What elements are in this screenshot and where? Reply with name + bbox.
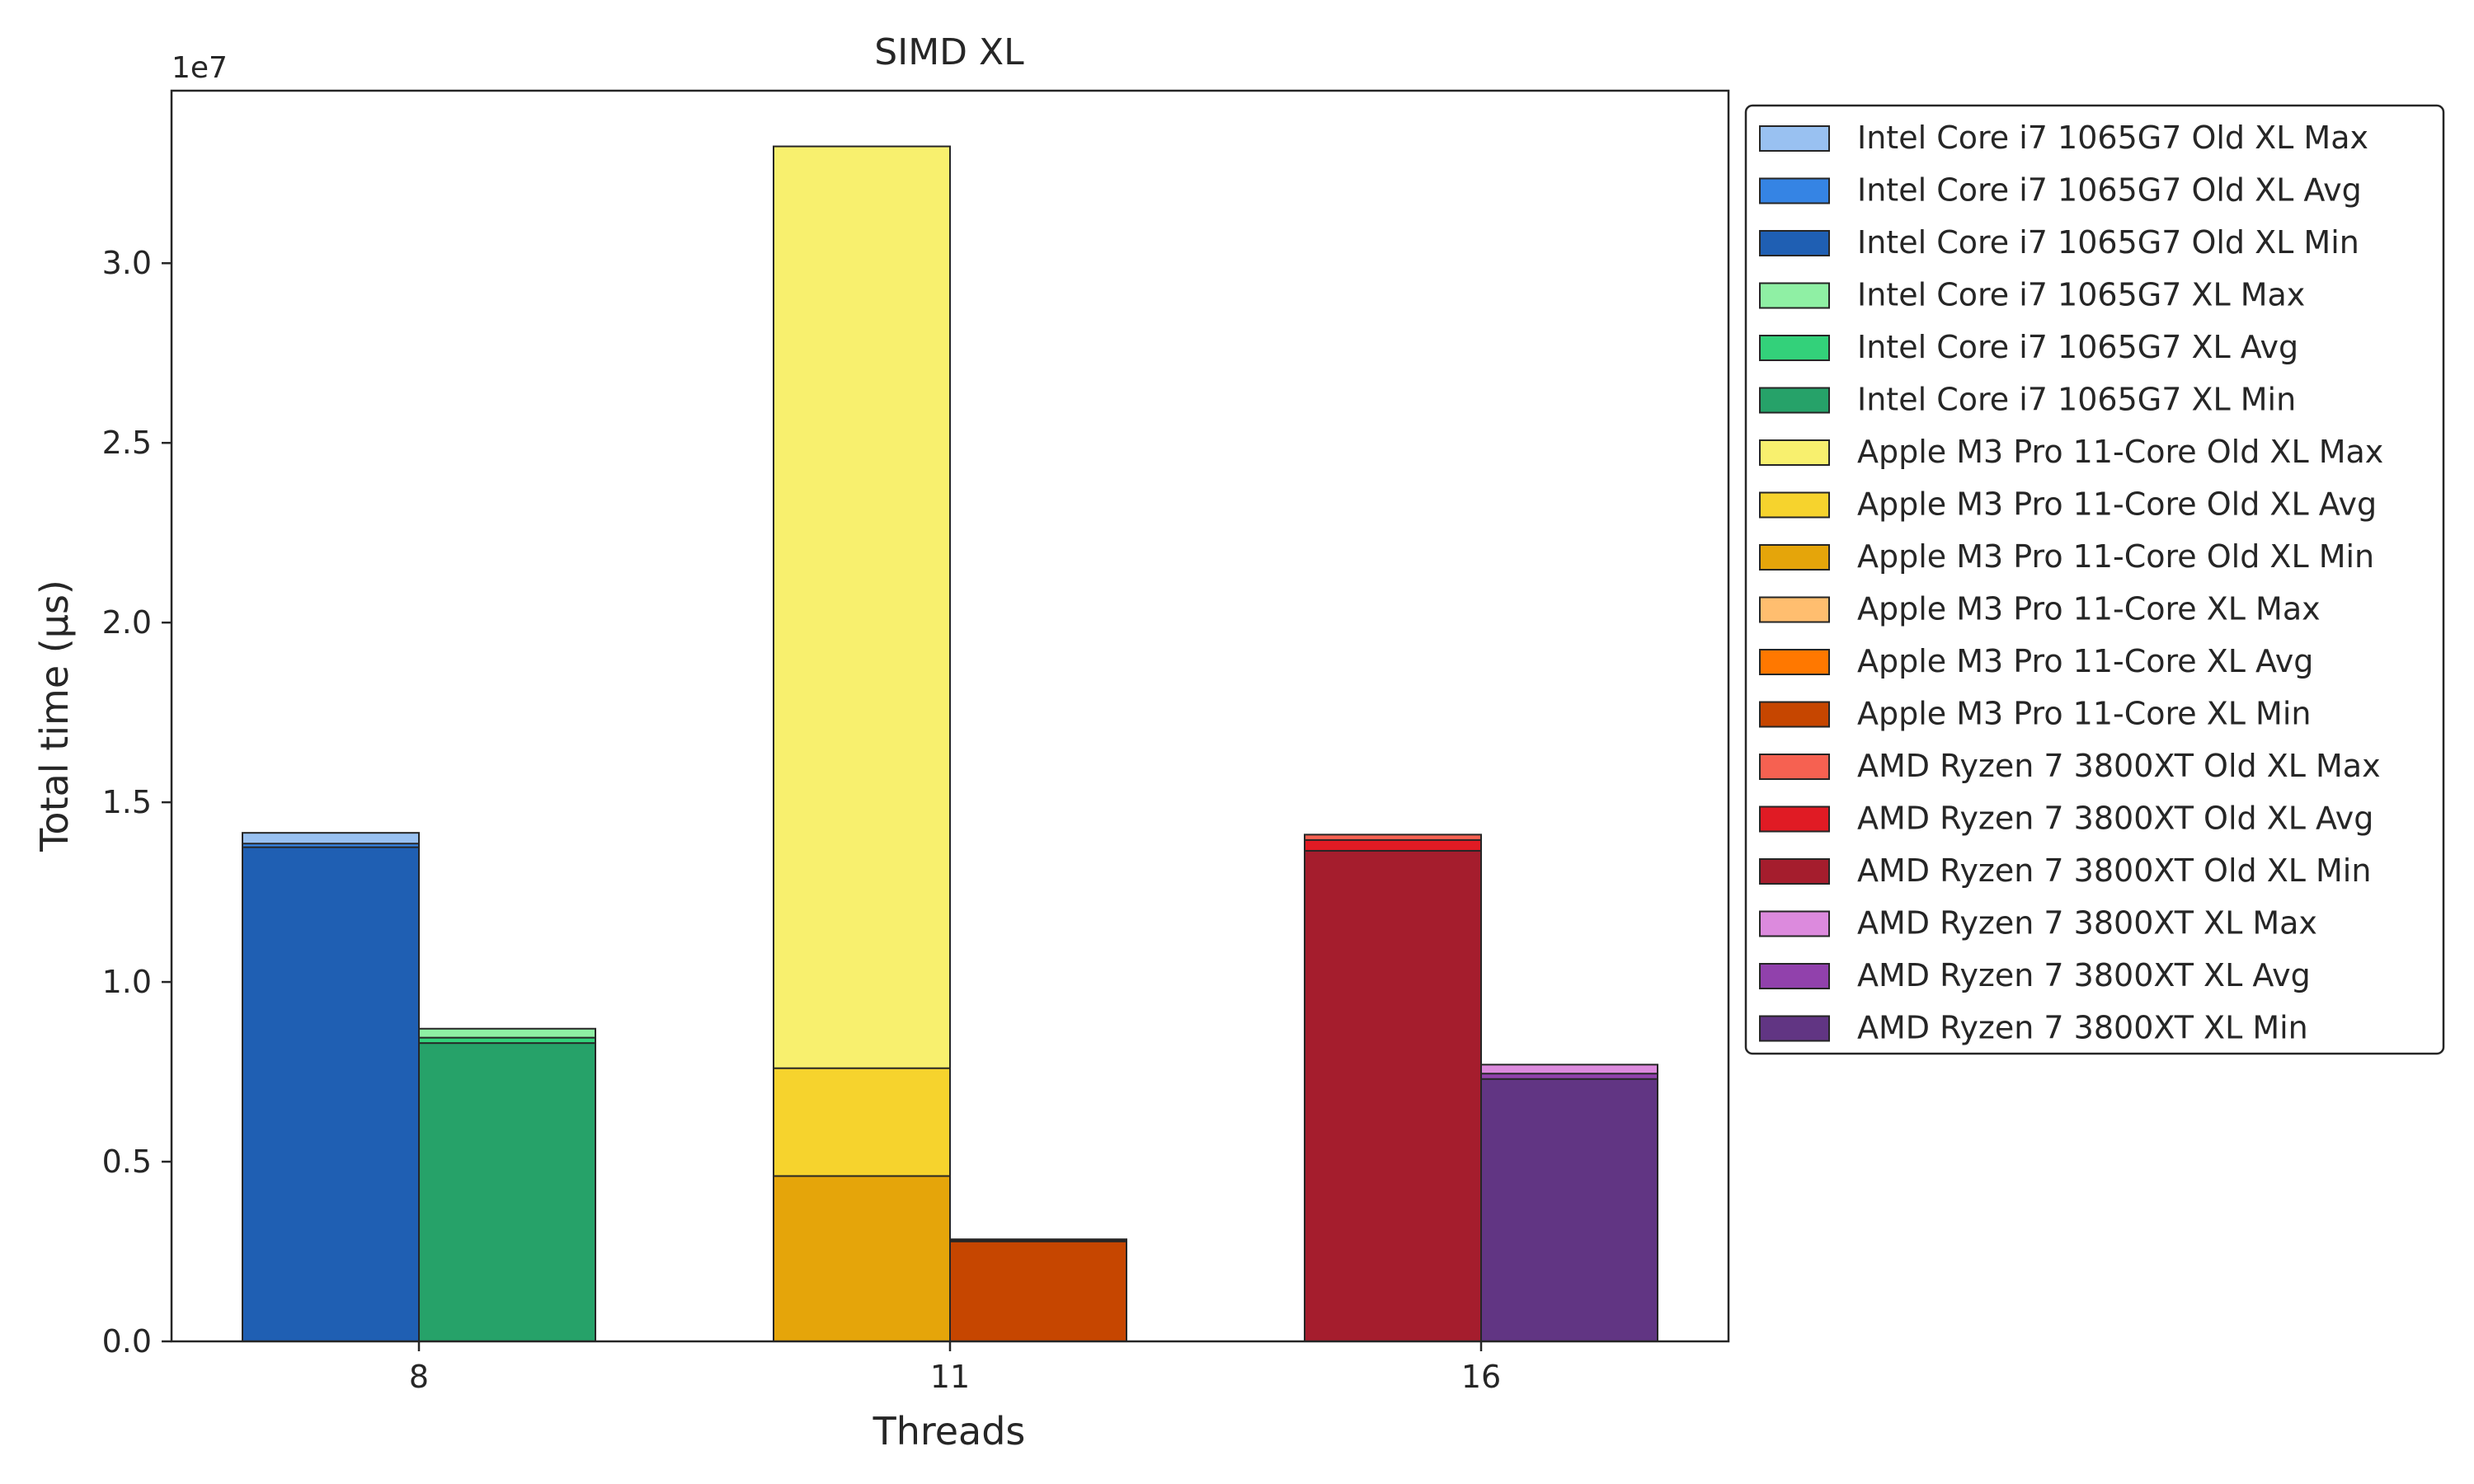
legend-item: Intel Core i7 1065G7 Old XL Max <box>1759 120 2368 156</box>
legend-swatch <box>1759 177 1830 204</box>
legend-label: Apple M3 Pro 11-Core Old XL Avg <box>1857 486 2377 523</box>
legend-label: Intel Core i7 1065G7 Old XL Min <box>1857 224 2359 261</box>
legend-swatch <box>1759 282 1830 309</box>
legend-item: Apple M3 Pro 11-Core Old XL Avg <box>1759 486 2377 523</box>
legend-item: AMD Ryzen 7 3800XT Old XL Min <box>1759 852 2371 889</box>
legend-label: Apple M3 Pro 11-Core XL Max <box>1857 591 2321 627</box>
x-tick-label: 8 <box>409 1359 429 1395</box>
legend-frame <box>1744 104 2445 1055</box>
legend-label: Apple M3 Pro 11-Core Old XL Min <box>1857 538 2374 575</box>
legend-label: AMD Ryzen 7 3800XT XL Avg <box>1857 957 2311 993</box>
legend-swatch <box>1759 805 1830 833</box>
legend-label: AMD Ryzen 7 3800XT XL Max <box>1857 905 2317 942</box>
x-tick-label: 11 <box>930 1359 970 1395</box>
y-tick-label: 2.5 <box>102 425 152 461</box>
legend-label: Apple M3 Pro 11-Core XL Avg <box>1857 643 2313 679</box>
legend-label: Intel Core i7 1065G7 XL Max <box>1857 277 2305 313</box>
bar-apple-m3-pro-11-core-old-xl-min-threads-11 <box>773 1175 951 1343</box>
bar-apple-m3-pro-11-core-xl-min-threads-11 <box>949 1240 1127 1342</box>
legend-swatch <box>1759 387 1830 414</box>
legend-item: Intel Core i7 1065G7 Old XL Avg <box>1759 172 2362 209</box>
legend-item: Apple M3 Pro 11-Core XL Avg <box>1759 643 2313 679</box>
x-axis-label: Threads <box>872 1409 1026 1453</box>
y-tick-label: 1.5 <box>102 784 152 820</box>
y-axis-scale-label: 1e7 <box>172 51 228 85</box>
legend-swatch <box>1759 754 1830 780</box>
y-tick-label: 3.0 <box>102 245 152 281</box>
legend-swatch <box>1759 125 1830 152</box>
legend-label: AMD Ryzen 7 3800XT Old XL Max <box>1857 748 2381 784</box>
legend-label: Intel Core i7 1065G7 Old XL Max <box>1857 120 2368 156</box>
legend-label: Intel Core i7 1065G7 XL Min <box>1857 382 2296 418</box>
y-tick-label: 1.0 <box>102 964 152 1000</box>
legend-item: Apple M3 Pro 11-Core XL Min <box>1759 696 2311 732</box>
legend-item: AMD Ryzen 7 3800XT XL Max <box>1759 905 2317 942</box>
x-axis-ticks: 8 11 16 <box>409 1341 1501 1395</box>
legend-item: Apple M3 Pro 11-Core Old XL Min <box>1759 538 2374 575</box>
legend-label: Intel Core i7 1065G7 Old XL Avg <box>1857 172 2362 209</box>
y-axis-ticks: 0.0 0.5 1.0 1.5 2.0 2.5 3.0 <box>102 245 172 1360</box>
legend-item: AMD Ryzen 7 3800XT XL Min <box>1759 1010 2308 1046</box>
legend-label: Intel Core i7 1065G7 XL Avg <box>1857 329 2298 365</box>
legend-label: AMD Ryzen 7 3800XT Old XL Avg <box>1857 801 2373 837</box>
legend-label: Apple M3 Pro 11-Core Old XL Max <box>1857 434 2383 470</box>
legend: Intel Core i7 1065G7 Old XL Max Intel Cor… <box>1744 104 2445 1055</box>
legend-swatch <box>1759 701 1830 728</box>
legend-item: AMD Ryzen 7 3800XT Old XL Avg <box>1759 801 2373 837</box>
legend-swatch <box>1759 491 1830 519</box>
legend-items: Intel Core i7 1065G7 Old XL Max Intel Cor… <box>1759 120 2383 1046</box>
legend-item: Apple M3 Pro 11-Core XL Max <box>1759 591 2321 627</box>
legend-swatch <box>1759 544 1830 571</box>
legend-swatch <box>1759 1015 1830 1042</box>
y-axis-label: Total time (µs) <box>32 580 77 852</box>
legend-label: AMD Ryzen 7 3800XT XL Min <box>1857 1010 2308 1046</box>
legend-swatch <box>1759 910 1830 937</box>
bar-amd-ryzen-7-3800xt-xl-min-threads-16 <box>1480 1078 1658 1342</box>
legend-swatch <box>1759 963 1830 989</box>
x-tick-label: 16 <box>1461 1359 1501 1395</box>
legend-item: Intel Core i7 1065G7 XL Avg <box>1759 329 2298 365</box>
legend-swatch <box>1759 649 1830 675</box>
legend-swatch <box>1759 858 1830 885</box>
legend-label: AMD Ryzen 7 3800XT Old XL Min <box>1857 852 2371 889</box>
bar-intel-core-i7-1065g7-xl-min-threads-8 <box>418 1042 596 1342</box>
y-tick-label: 0.5 <box>102 1144 152 1180</box>
bar-amd-ryzen-7-3800xt-old-xl-min-threads-16 <box>1304 849 1482 1342</box>
legend-item: AMD Ryzen 7 3800XT Old XL Max <box>1759 748 2381 784</box>
legend-item: Intel Core i7 1065G7 XL Max <box>1759 277 2305 313</box>
legend-swatch <box>1759 596 1830 623</box>
chart-title: SIMD XL <box>874 31 1024 73</box>
legend-swatch <box>1759 439 1830 466</box>
legend-item: AMD Ryzen 7 3800XT XL Avg <box>1759 957 2311 993</box>
legend-label: Apple M3 Pro 11-Core XL Min <box>1857 696 2311 732</box>
bars-layer <box>242 145 1658 1343</box>
legend-swatch <box>1759 335 1830 361</box>
legend-item: Intel Core i7 1065G7 Old XL Min <box>1759 224 2359 261</box>
legend-swatch <box>1759 230 1830 256</box>
legend-item: Apple M3 Pro 11-Core Old XL Max <box>1759 434 2383 470</box>
y-tick-label: 0.0 <box>102 1323 152 1360</box>
bar-intel-core-i7-1065g7-old-xl-min-threads-8 <box>242 846 420 1342</box>
legend-item: Intel Core i7 1065G7 XL Min <box>1759 382 2296 418</box>
y-tick-label: 2.0 <box>102 604 152 641</box>
